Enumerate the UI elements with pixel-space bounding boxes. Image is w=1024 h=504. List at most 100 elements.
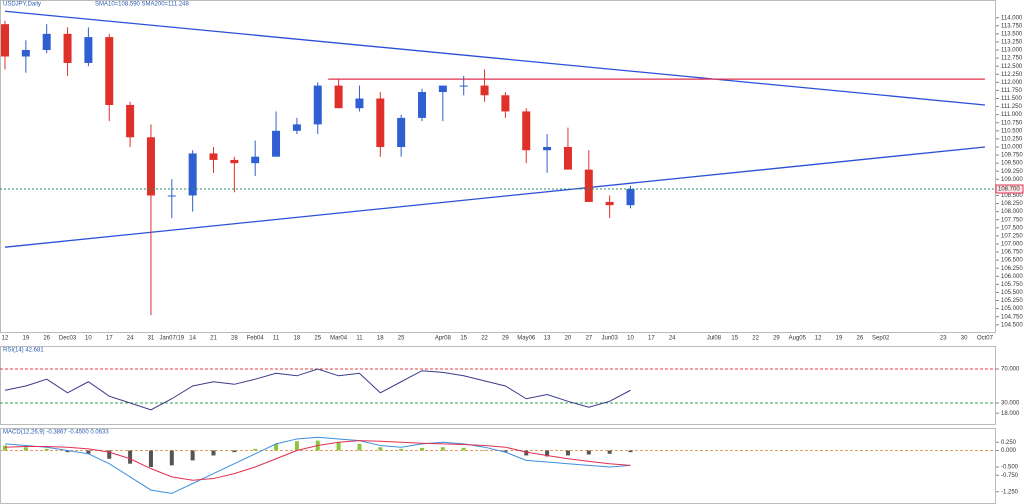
y-tick-label: 0.000 — [1001, 448, 1017, 454]
macd-histogram-bar — [294, 441, 299, 451]
candle-body — [397, 117, 406, 147]
candle-body — [355, 98, 364, 109]
x-tick-label: 13 — [544, 336, 551, 342]
candle-body — [563, 146, 572, 170]
macd-histogram-bar — [482, 449, 487, 451]
macd-histogram-bar — [107, 450, 112, 459]
x-tick-label: 12 — [815, 336, 822, 342]
macd-histogram-bar — [420, 447, 424, 451]
x-tick-label: 14 — [189, 336, 196, 342]
y-tick-label: 110.000 — [1001, 145, 1023, 151]
y-tick-label: -0.500 — [1001, 465, 1019, 471]
candle-body — [1, 24, 9, 57]
candle-body — [584, 169, 593, 202]
x-tick-label: 27 — [585, 336, 592, 342]
candle-body — [63, 33, 72, 63]
x-tick-label: 10 — [85, 336, 92, 342]
candle-body — [438, 85, 447, 93]
macd-histogram-bar — [23, 447, 28, 451]
x-tick-label: Dec03 — [59, 336, 77, 342]
macd-histogram-bar — [378, 447, 383, 451]
y-tick-label: 113.250 — [1001, 40, 1023, 46]
y-tick-label: 110.750 — [1001, 120, 1023, 126]
macd-histogram-bar — [169, 450, 174, 466]
y-tick-label: 110.500 — [1001, 128, 1023, 134]
y-tick-label: 108.250 — [1001, 201, 1023, 207]
macd-histogram-bar — [128, 450, 133, 464]
x-tick-label: 20 — [565, 336, 572, 342]
y-tick-label: 105.500 — [1001, 290, 1023, 296]
candle-body — [459, 85, 468, 87]
candle-body — [126, 104, 135, 138]
y-tick-label: 112.000 — [1001, 80, 1023, 86]
x-tick-label: 31 — [148, 336, 155, 342]
macd-histogram-bar — [628, 450, 633, 453]
candle-body — [313, 85, 322, 125]
rsi-title: RSI(14) 42.681 — [3, 348, 44, 354]
macd-histogram-bar — [586, 450, 591, 455]
y-tick-label: 111.250 — [1001, 104, 1022, 110]
x-tick-label: 24 — [127, 336, 134, 342]
x-tick-label: 18 — [377, 336, 384, 342]
candle-body — [21, 50, 30, 57]
x-tick-label: Jan07/19 — [159, 336, 184, 342]
candle-body — [251, 156, 260, 164]
chart-subtitle: SMA10=108.590 SMA200=111.248 — [95, 2, 190, 8]
x-tick-label: 11 — [273, 336, 280, 342]
macd-histogram-bar — [190, 450, 195, 461]
y-tick-label: 109.500 — [1001, 161, 1023, 167]
candle-body — [605, 201, 614, 206]
candle-body — [230, 159, 239, 164]
y-tick-label: 104.500 — [1001, 322, 1023, 328]
x-tick-label: 26 — [43, 336, 50, 342]
macd-histogram-bar — [607, 450, 612, 454]
candle-body — [501, 95, 510, 112]
x-tick-label: 29 — [502, 336, 509, 342]
x-tick-label: 11 — [356, 336, 363, 342]
candle-body — [42, 33, 51, 51]
macd-histogram-bar — [503, 450, 508, 453]
candle-body — [292, 124, 301, 131]
y-tick-label: 0.250 — [1001, 440, 1017, 446]
x-tick-label: 17 — [106, 336, 113, 342]
y-tick-label: 108.500 — [1001, 193, 1023, 199]
macd-title: MACD(12,26,9) -0.3867 -0.4500 0.0633 — [3, 430, 109, 436]
x-tick-label: Aug05 — [789, 336, 807, 342]
x-tick-label: Jun03 — [601, 336, 618, 342]
y-tick-label: 107.500 — [1001, 225, 1023, 231]
y-tick-label: 107.250 — [1001, 233, 1023, 239]
y-tick-label: 110.250 — [1001, 136, 1023, 142]
x-tick-label: 17 — [648, 336, 655, 342]
macd-histogram-bar — [3, 445, 7, 451]
x-tick-label: May06 — [517, 336, 536, 342]
x-tick-label: Apr08 — [435, 336, 452, 342]
macd-histogram-bar — [44, 448, 49, 451]
macd-histogram-bar — [399, 448, 404, 451]
macd-histogram-bar — [524, 450, 529, 456]
price-panel — [0, 0, 996, 333]
candle-body — [626, 189, 635, 206]
y-tick-label: 106.750 — [1001, 250, 1023, 256]
x-tick-label: Oct07 — [977, 336, 994, 342]
macd-histogram-bar — [461, 447, 466, 451]
macd-line — [4, 436, 631, 494]
y-tick-label: 18.000 — [1001, 411, 1020, 417]
rsi-line — [4, 368, 631, 411]
x-tick-label: 24 — [669, 336, 676, 342]
x-tick-label: 25 — [398, 336, 405, 342]
trend-line — [4, 10, 986, 106]
x-tick-label: 28 — [231, 336, 238, 342]
candle-body — [146, 137, 155, 196]
chart-title: USDJPY,Daily — [3, 2, 41, 8]
macd-histogram-bar — [232, 450, 237, 453]
y-tick-label: 113.000 — [1001, 48, 1023, 54]
rsi-panel — [0, 346, 996, 425]
macd-line — [4, 440, 631, 481]
y-tick-label: 105.000 — [1001, 306, 1023, 312]
macd-histogram-bar — [148, 450, 153, 467]
x-tick-label: 10 — [627, 336, 634, 342]
candle-body — [105, 37, 114, 105]
candle-body — [334, 85, 343, 109]
y-tick-label: 109.000 — [1001, 177, 1023, 183]
